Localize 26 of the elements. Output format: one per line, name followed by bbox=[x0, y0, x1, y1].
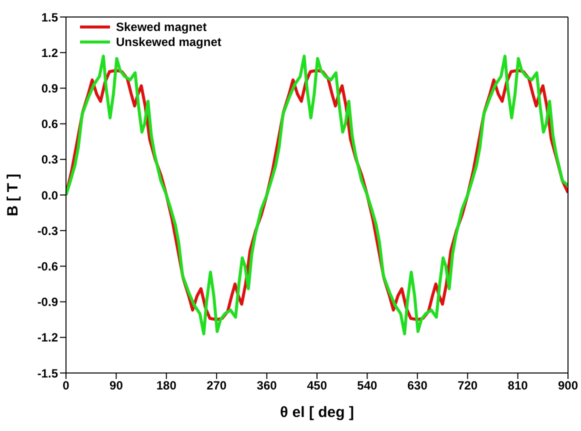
y-tick-label: -0.3 bbox=[37, 224, 58, 238]
y-tick-label: -0.6 bbox=[37, 259, 58, 274]
x-tick-label: 270 bbox=[206, 378, 227, 393]
x-tick-label: 810 bbox=[508, 378, 528, 393]
y-tick-label: 0.0 bbox=[41, 188, 58, 202]
y-tick-label: -0.9 bbox=[37, 295, 58, 310]
x-tick-label: 630 bbox=[407, 378, 428, 393]
x-tick-label: 90 bbox=[110, 378, 124, 393]
y-tick-label: 0.9 bbox=[41, 81, 58, 96]
y-tick-label: 1.2 bbox=[41, 46, 58, 60]
x-tick-label: 0 bbox=[62, 378, 70, 393]
x-tick-label: 450 bbox=[306, 378, 328, 393]
y-tick-label: -1.2 bbox=[37, 330, 58, 345]
x-tick-label: 720 bbox=[458, 378, 478, 393]
y-tick-label: 1.5 bbox=[41, 10, 58, 24]
y-tick-label: -1.5 bbox=[37, 366, 58, 380]
x-tick-label: 900 bbox=[558, 378, 578, 393]
x-tick-label: 180 bbox=[156, 378, 177, 393]
legend-label: Unskewed magnet bbox=[116, 34, 222, 48]
y-tick-label: 0.6 bbox=[41, 117, 58, 132]
x-tick-label: 360 bbox=[256, 378, 278, 393]
x-tick-label: 540 bbox=[357, 378, 378, 393]
legend-label: Skewed magnet bbox=[116, 20, 207, 34]
y-axis-title: B [ T ] bbox=[4, 174, 22, 216]
x-axis-title: θ el [ deg ] bbox=[280, 404, 354, 421]
y-tick-label: 0.3 bbox=[41, 152, 58, 167]
